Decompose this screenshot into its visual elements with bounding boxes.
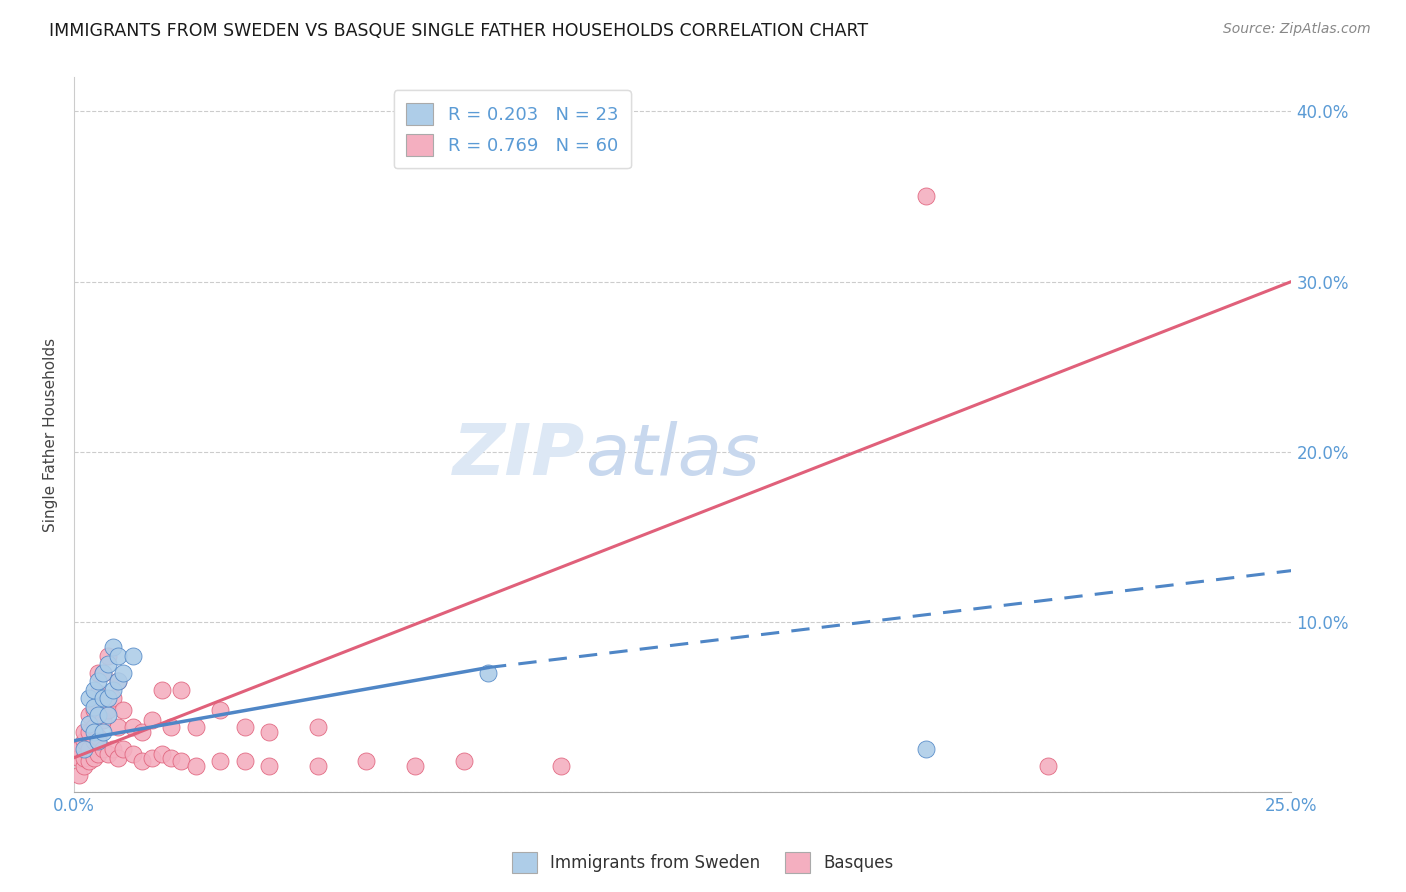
Point xyxy=(107,674,129,689)
Point xyxy=(77,725,100,739)
Point xyxy=(97,691,120,706)
Point xyxy=(91,725,114,739)
Point xyxy=(83,720,105,734)
Point xyxy=(307,720,329,734)
Point xyxy=(77,691,100,706)
Point xyxy=(77,716,100,731)
Point xyxy=(91,665,114,680)
Point xyxy=(150,747,173,762)
Point xyxy=(131,725,153,739)
Point xyxy=(83,703,105,717)
Point xyxy=(121,747,143,762)
Point xyxy=(160,750,183,764)
Point xyxy=(83,699,105,714)
Point xyxy=(121,648,143,663)
Point xyxy=(87,686,110,700)
Point xyxy=(141,713,163,727)
Point xyxy=(97,648,120,663)
Point xyxy=(83,725,105,739)
Point xyxy=(101,742,124,756)
Point xyxy=(257,725,280,739)
Point xyxy=(404,759,426,773)
Point xyxy=(87,665,110,680)
Point xyxy=(77,708,100,723)
Point xyxy=(67,767,90,781)
Point xyxy=(97,657,120,672)
Legend: R = 0.203   N = 23, R = 0.769   N = 60: R = 0.203 N = 23, R = 0.769 N = 60 xyxy=(394,90,631,169)
Point xyxy=(209,703,232,717)
Point xyxy=(87,731,110,745)
Point xyxy=(97,747,120,762)
Text: atlas: atlas xyxy=(585,422,761,491)
Point xyxy=(87,747,110,762)
Point xyxy=(91,713,114,727)
Point xyxy=(73,725,96,739)
Point xyxy=(233,720,256,734)
Point xyxy=(184,720,207,734)
Point xyxy=(170,754,193,768)
Point xyxy=(73,742,96,756)
Point xyxy=(915,742,938,756)
Point xyxy=(67,750,90,764)
Point xyxy=(209,754,232,768)
Point xyxy=(101,691,124,706)
Point xyxy=(184,759,207,773)
Y-axis label: Single Father Households: Single Father Households xyxy=(44,337,58,532)
Point xyxy=(73,759,96,773)
Point xyxy=(91,691,114,706)
Point xyxy=(160,720,183,734)
Text: Source: ZipAtlas.com: Source: ZipAtlas.com xyxy=(1223,22,1371,37)
Point xyxy=(107,648,129,663)
Point xyxy=(307,759,329,773)
Point xyxy=(97,708,120,723)
Point xyxy=(550,759,572,773)
Text: IMMIGRANTS FROM SWEDEN VS BASQUE SINGLE FATHER HOUSEHOLDS CORRELATION CHART: IMMIGRANTS FROM SWEDEN VS BASQUE SINGLE … xyxy=(49,22,869,40)
Point xyxy=(83,750,105,764)
Point xyxy=(131,754,153,768)
Point xyxy=(111,703,134,717)
Point xyxy=(77,742,100,756)
Point xyxy=(170,682,193,697)
Text: ZIP: ZIP xyxy=(453,422,585,491)
Point xyxy=(67,742,90,756)
Point xyxy=(97,703,120,717)
Point xyxy=(83,682,105,697)
Point xyxy=(915,189,938,203)
Point xyxy=(87,708,110,723)
Point xyxy=(73,750,96,764)
Point xyxy=(101,682,124,697)
Point xyxy=(107,750,129,764)
Point xyxy=(233,754,256,768)
Point xyxy=(107,720,129,734)
Point xyxy=(77,754,100,768)
Point xyxy=(257,759,280,773)
Point xyxy=(107,674,129,689)
Point xyxy=(477,665,499,680)
Point xyxy=(83,733,105,747)
Point xyxy=(141,750,163,764)
Legend: Immigrants from Sweden, Basques: Immigrants from Sweden, Basques xyxy=(505,846,901,880)
Point xyxy=(73,733,96,747)
Point xyxy=(87,674,110,689)
Point xyxy=(453,754,475,768)
Point xyxy=(101,640,124,655)
Point xyxy=(121,720,143,734)
Point xyxy=(91,665,114,680)
Point xyxy=(354,754,377,768)
Point xyxy=(111,665,134,680)
Point xyxy=(111,742,134,756)
Point xyxy=(91,742,114,756)
Point xyxy=(150,682,173,697)
Point xyxy=(1036,759,1059,773)
Point xyxy=(87,733,110,747)
